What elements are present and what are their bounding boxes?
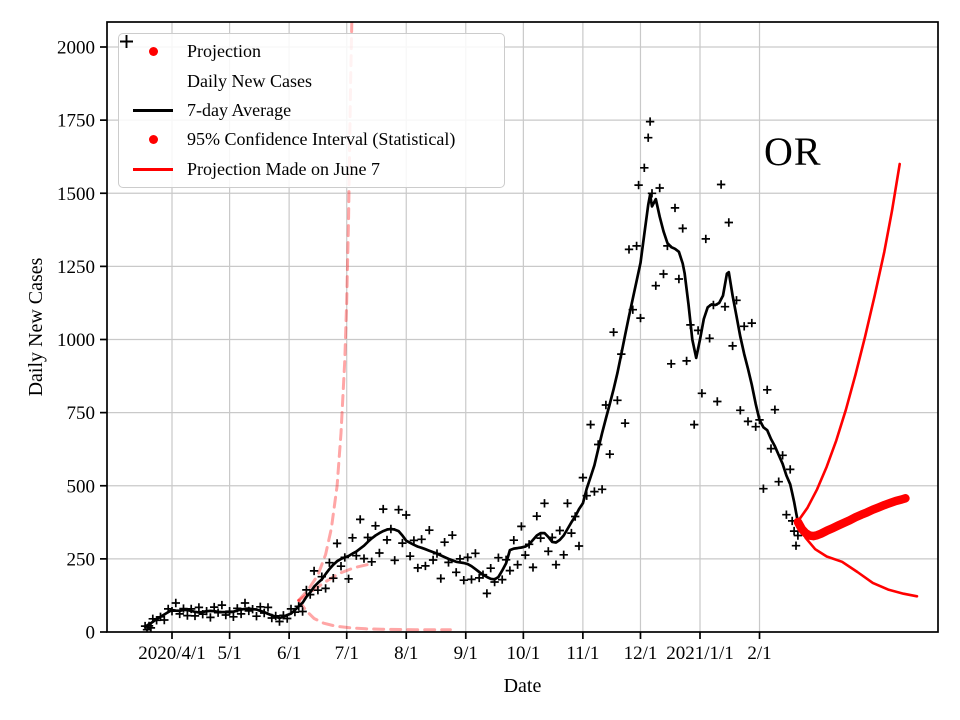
y-axis-label: Daily New Cases (25, 257, 47, 396)
x-tick-label: 2021/1/1 (666, 643, 734, 664)
x-tick-label: 11/1 (566, 643, 599, 664)
y-tick-label: 1250 (57, 257, 95, 278)
y-tick-label: 0 (86, 623, 96, 644)
series-7-day-average (143, 193, 800, 629)
y-tick-label: 1000 (57, 330, 95, 351)
x-tick-label: 10/1 (506, 643, 540, 664)
red-dot-icon (119, 47, 187, 57)
legend-label: Projection Made on June 7 (187, 158, 380, 179)
x-tick-label: 2/1 (747, 643, 771, 664)
series-projection-made-on-june-7-lower-bound (297, 598, 452, 632)
x-tick-label: 7/1 (335, 643, 359, 664)
series-projection-made-on-june-7-upper-bound (297, 22, 354, 602)
axis-ticks (100, 46, 761, 639)
chart-legend: Projection Daily New Cases 7-day Average… (118, 33, 505, 188)
y-tick-label: 750 (67, 403, 96, 424)
series-95-confidence-interval-upper (796, 162, 902, 523)
legend-label: Daily New Cases (187, 70, 312, 91)
series-95-confidence-interval-lower (796, 521, 919, 598)
series-daily-new-cases (140, 117, 803, 632)
black-line-icon (119, 108, 187, 112)
x-tick-label: 9/1 (454, 643, 478, 664)
legend-item-projection-june7: Projection Made on June 7 (119, 155, 504, 184)
plot-border (106, 21, 939, 633)
x-tick-label: 6/1 (277, 643, 301, 664)
y-tick-label: 500 (67, 476, 96, 497)
y-tick-label: 250 (67, 549, 96, 570)
region-label: OR (764, 129, 822, 174)
red-line-icon (119, 167, 187, 171)
y-tick-label: 2000 (57, 38, 95, 59)
red-dot-icon (119, 135, 187, 145)
y-tick-label: 1750 (57, 111, 95, 132)
x-tick-label: 12/1 (624, 643, 658, 664)
x-axis-label: Date (504, 675, 542, 697)
x-tick-label: 8/1 (394, 643, 418, 664)
legend-item-projection: Projection (119, 37, 504, 66)
legend-label: 95% Confidence Interval (Statistical) (187, 129, 456, 150)
legend-item-7-day-average: 7-day Average (119, 96, 504, 125)
legend-label: 7-day Average (187, 99, 292, 120)
legend-item-daily-new-cases: Daily New Cases (119, 35, 504, 96)
x-tick-label: 2020/4/1 (138, 643, 206, 664)
series-projection (793, 494, 910, 541)
plot-series (140, 22, 919, 632)
legend-item-confidence-interval: 95% Confidence Interval (Statistical) (119, 125, 504, 154)
y-tick-label: 1500 (57, 184, 95, 205)
axis-tick-labels: 0 250 500 750 1000 1250 1500 1750 2000 2020/4/1 5/… (57, 38, 772, 665)
legend-label: Projection (187, 41, 261, 62)
x-tick-label: 5/1 (217, 643, 241, 664)
